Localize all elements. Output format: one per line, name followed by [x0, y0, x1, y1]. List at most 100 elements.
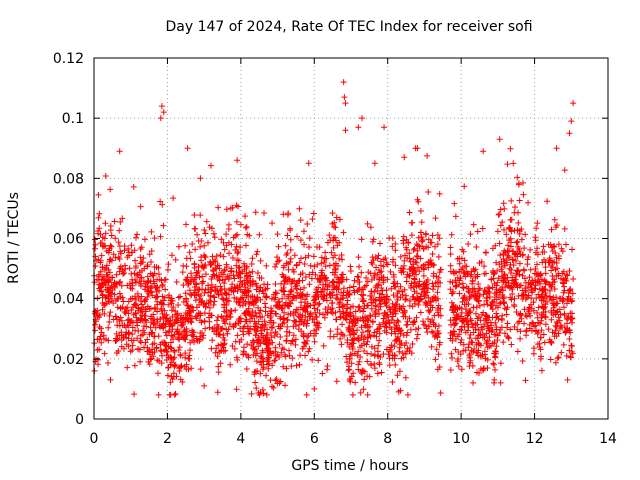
- data-point: [262, 322, 269, 329]
- data-point: [490, 361, 497, 368]
- data-point: [355, 361, 362, 368]
- data-point: [144, 263, 151, 270]
- data-point: [514, 320, 521, 327]
- data-point: [119, 215, 126, 222]
- data-point: [234, 231, 241, 238]
- data-point: [227, 285, 234, 292]
- data-point: [505, 334, 512, 341]
- data-point: [352, 308, 359, 315]
- data-point: [217, 325, 224, 332]
- data-point: [289, 266, 296, 273]
- data-point: [210, 302, 217, 309]
- data-point: [109, 274, 116, 281]
- data-point: [544, 198, 551, 205]
- data-point: [419, 237, 426, 244]
- data-point: [139, 331, 146, 338]
- data-point: [380, 319, 387, 326]
- data-point: [247, 294, 254, 301]
- data-point: [222, 297, 229, 304]
- data-point: [362, 313, 369, 320]
- data-point: [371, 365, 378, 372]
- data-point: [332, 260, 339, 267]
- data-point: [158, 352, 165, 359]
- data-point: [294, 233, 301, 240]
- data-point: [371, 289, 378, 296]
- data-point: [347, 304, 354, 311]
- data-point: [150, 320, 157, 327]
- data-point: [188, 292, 195, 299]
- data-point: [396, 368, 403, 375]
- data-point: [138, 301, 145, 308]
- data-point: [362, 322, 369, 329]
- data-point: [314, 243, 321, 250]
- data-point: [251, 371, 258, 378]
- data-point: [144, 273, 151, 280]
- data-point: [210, 266, 217, 273]
- data-point: [96, 324, 103, 331]
- data-point: [118, 282, 125, 289]
- data-point: [285, 347, 292, 354]
- data-point: [340, 292, 347, 299]
- data-point: [131, 270, 138, 277]
- data-point: [182, 333, 189, 340]
- data-point: [316, 279, 323, 286]
- data-point: [456, 326, 463, 333]
- data-point: [146, 251, 153, 258]
- data-point: [435, 330, 442, 337]
- data-point: [220, 253, 227, 260]
- data-point: [400, 332, 407, 339]
- data-point: [98, 280, 105, 287]
- data-point: [273, 254, 280, 261]
- data-point: [167, 391, 174, 398]
- data-point: [367, 224, 374, 231]
- data-point: [346, 343, 353, 350]
- data-point: [423, 278, 430, 285]
- data-point: [472, 310, 479, 317]
- data-point: [237, 315, 244, 322]
- data-point: [236, 316, 243, 323]
- data-point: [297, 217, 304, 224]
- data-point: [259, 366, 266, 373]
- data-point: [470, 379, 477, 386]
- data-point: [354, 352, 361, 359]
- data-point: [302, 314, 309, 321]
- chart-title: Day 147 of 2024, Rate Of TEC Index for r…: [165, 19, 532, 35]
- data-point: [394, 296, 401, 303]
- data-point: [287, 288, 294, 295]
- data-point: [466, 363, 473, 370]
- data-point: [267, 319, 274, 326]
- data-point: [302, 273, 309, 280]
- data-point: [252, 209, 259, 216]
- data-point: [328, 300, 335, 307]
- data-point: [102, 173, 109, 180]
- data-point: [215, 369, 222, 376]
- data-point: [335, 286, 342, 293]
- data-point: [542, 308, 549, 315]
- data-point: [403, 244, 410, 251]
- data-point: [408, 350, 415, 357]
- data-point: [332, 224, 339, 231]
- data-point: [282, 353, 289, 360]
- data-point: [307, 262, 314, 269]
- data-point: [406, 255, 413, 262]
- data-point: [435, 312, 442, 319]
- data-point: [205, 286, 212, 293]
- data-point: [437, 266, 444, 273]
- data-point: [314, 261, 321, 268]
- data-point: [191, 283, 198, 290]
- data-point: [398, 355, 405, 362]
- data-point: [171, 363, 178, 370]
- data-point: [184, 302, 191, 309]
- data-point: [391, 279, 398, 286]
- data-point: [401, 154, 408, 161]
- data-point: [405, 239, 412, 246]
- data-point: [302, 296, 309, 303]
- data-point: [451, 200, 458, 207]
- data-point: [163, 348, 170, 355]
- data-point: [103, 247, 110, 254]
- data-point: [414, 331, 421, 338]
- data-point: [259, 313, 266, 320]
- data-point: [131, 362, 138, 369]
- data-point: [94, 313, 101, 320]
- data-point: [114, 335, 121, 342]
